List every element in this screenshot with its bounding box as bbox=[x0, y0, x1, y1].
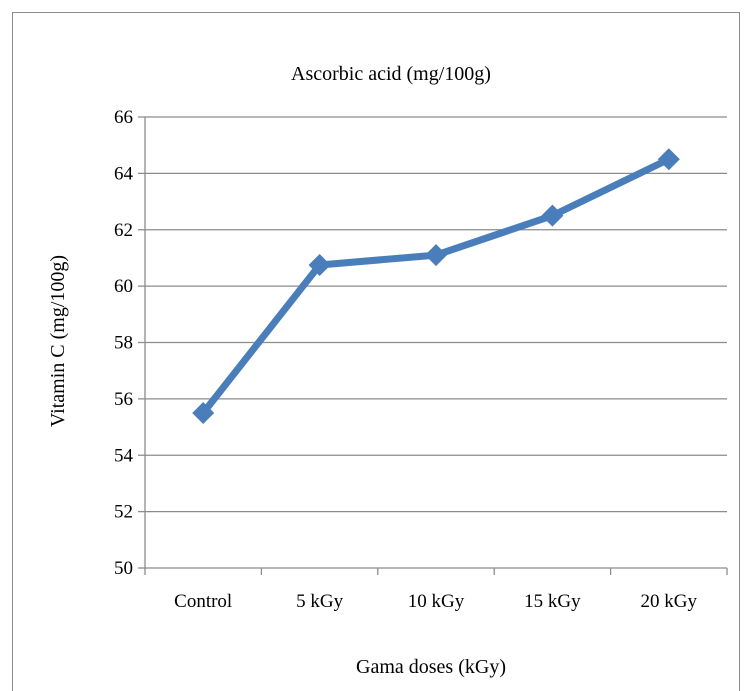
y-tick-label: 66 bbox=[114, 107, 133, 128]
y-tick-label: 56 bbox=[114, 389, 133, 410]
data-point-marker bbox=[657, 148, 680, 171]
y-tick-label: 50 bbox=[114, 558, 133, 579]
y-tick-labels: 50 52 54 56 58 60 62 64 66 bbox=[114, 107, 134, 579]
data-point-marker bbox=[541, 204, 564, 227]
x-tick-label: 15 kGy bbox=[524, 591, 581, 612]
y-tick-label: 62 bbox=[114, 220, 133, 241]
data-point-marker bbox=[308, 253, 331, 276]
data-point-marker bbox=[192, 401, 215, 424]
x-axis-label: Gama doses (kGy) bbox=[356, 656, 506, 678]
axes bbox=[138, 116, 728, 575]
y-tick-label: 64 bbox=[114, 163, 134, 184]
data-point-marker bbox=[425, 244, 447, 267]
series-group bbox=[192, 148, 680, 424]
x-tick-labels: Control 5 kGy 10 kGy 15 kGy 20 kGy bbox=[174, 591, 697, 612]
x-tick-label: 5 kGy bbox=[296, 591, 343, 612]
chart-frame bbox=[12, 12, 740, 691]
y-tick-label: 60 bbox=[114, 276, 133, 297]
gridlines bbox=[145, 116, 727, 513]
x-tick-label: Control bbox=[174, 591, 232, 612]
y-tick-label: 52 bbox=[114, 502, 133, 523]
y-tick-label: 58 bbox=[114, 333, 133, 354]
chart-title: Ascorbic acid (mg/100g) bbox=[291, 63, 491, 85]
x-tick-label: 20 kGy bbox=[641, 591, 698, 612]
y-axis-label: Vitamin C (mg/100g) bbox=[47, 255, 69, 427]
x-tick-label: 10 kGy bbox=[408, 591, 465, 612]
y-tick-label: 54 bbox=[114, 445, 134, 466]
